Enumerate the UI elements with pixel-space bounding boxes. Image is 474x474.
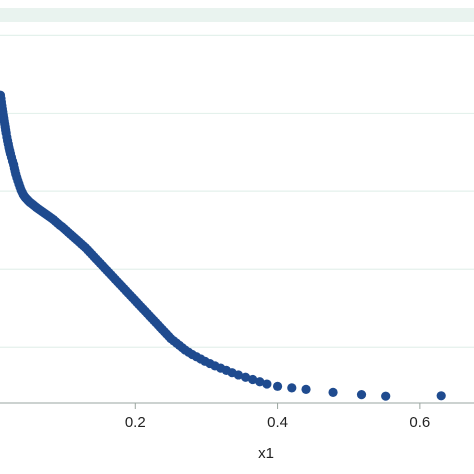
data-point (262, 379, 272, 389)
data-point (356, 390, 367, 400)
x-axis-label: x1 (258, 445, 274, 462)
x-tick-label-1: 0.4 (267, 414, 288, 431)
x-ticks: 0.2 0.4 0.6 (125, 403, 430, 431)
data-point (436, 391, 446, 401)
data-point (233, 370, 244, 380)
data-point (272, 381, 283, 391)
data-point (248, 374, 258, 385)
top-band (0, 8, 474, 22)
data-point (255, 377, 265, 387)
data-points (0, 90, 446, 401)
x-tick-label-0: 0.2 (125, 414, 146, 431)
data-point (301, 384, 311, 394)
x-tick-label-2: 0.6 (409, 414, 430, 431)
data-point (240, 372, 251, 382)
data-point (328, 387, 338, 397)
y-gridlines (0, 34, 474, 348)
data-point (381, 391, 391, 401)
data-point (287, 383, 297, 393)
